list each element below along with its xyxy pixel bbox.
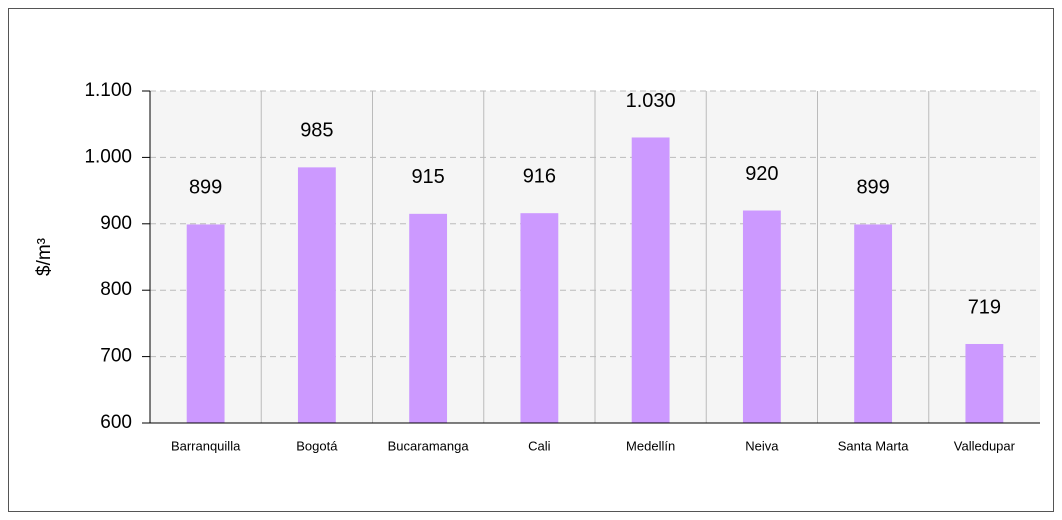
value-label: 985 (300, 120, 333, 142)
x-tick-label: Valledupar (954, 438, 1016, 453)
x-tick-label: Neiva (745, 438, 779, 453)
y-tick-label: 700 (100, 346, 132, 367)
y-tick-label: 1.100 (84, 80, 132, 101)
bar (631, 137, 670, 424)
value-label: 916 (523, 165, 556, 187)
bar (186, 224, 225, 423)
bar (520, 213, 559, 423)
x-tick-label: Barranquilla (171, 438, 241, 453)
x-tick-label: Bogotá (296, 438, 338, 453)
bar (854, 224, 893, 423)
x-tick-label: Cali (528, 438, 551, 453)
value-label: 915 (411, 166, 444, 188)
y-tick-label: 900 (100, 213, 132, 234)
bar (297, 167, 336, 423)
y-tick-label: 600 (100, 412, 132, 433)
y-tick-label: 1.000 (84, 146, 132, 167)
x-tick-label: Medellín (626, 438, 675, 453)
value-label: 719 (968, 296, 1001, 318)
y-axis-label: $/m³ (34, 238, 55, 276)
y-tick-label: 800 (100, 279, 132, 300)
value-label: 899 (856, 177, 889, 199)
x-tick-label: Santa Marta (838, 438, 910, 453)
value-label: 920 (745, 163, 778, 185)
value-label: 899 (189, 177, 222, 199)
x-tick-label: Bucaramanga (388, 438, 470, 453)
bar (965, 343, 1004, 423)
bar (742, 210, 781, 423)
value-label: 1.030 (626, 90, 676, 112)
bar (409, 213, 448, 423)
